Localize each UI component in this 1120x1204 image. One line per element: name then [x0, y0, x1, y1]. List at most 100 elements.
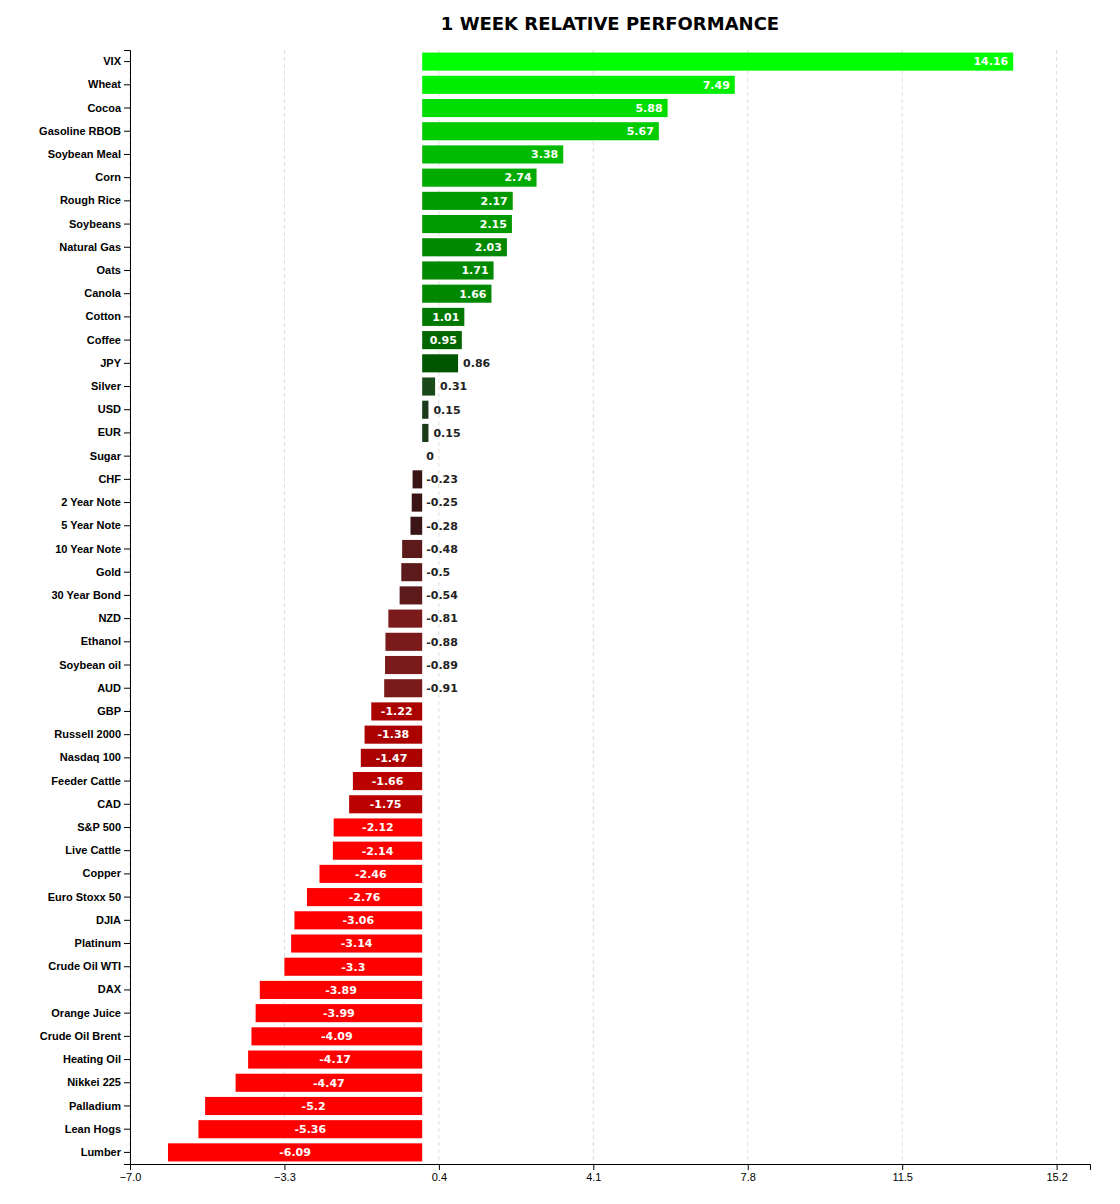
y-tick-mark [124, 363, 130, 364]
data-label: 5.88 [635, 102, 662, 115]
y-tick-label: 5 Year Note [61, 519, 121, 531]
y-tick-label: NZD [98, 612, 121, 624]
y-tick: Euro Stoxx 50 [48, 891, 130, 903]
y-tick-label: 30 Year Bond [52, 589, 122, 601]
grid-line [747, 50, 748, 1164]
y-tick: JPY [100, 357, 130, 369]
x-tick-mark [748, 1164, 749, 1170]
y-tick-label: Canola [84, 287, 122, 299]
y-tick-label: Cotton [86, 310, 122, 322]
data-label: -0.54 [426, 589, 458, 602]
bar [422, 377, 435, 395]
y-tick: Nasdaq 100 [60, 751, 130, 763]
y-tick-mark [124, 154, 130, 155]
y-tick-mark [124, 734, 130, 735]
y-tick-label: Copper [83, 867, 122, 879]
grid-line [593, 50, 594, 1164]
data-label: -0.5 [426, 566, 450, 579]
y-tick-label: DJIA [96, 914, 121, 926]
bar [371, 702, 422, 720]
x-tick-mark [593, 1164, 594, 1170]
data-label: -0.28 [426, 520, 458, 533]
bar [422, 447, 423, 465]
data-label: -0.89 [426, 659, 458, 672]
y-tick-mark [124, 316, 130, 317]
data-labels: 14.167.495.885.673.382.742.172.152.031.7… [279, 55, 1008, 1159]
y-tick-mark [124, 432, 130, 433]
y-tick-mark [124, 665, 130, 666]
y-tick-mark [124, 1013, 130, 1014]
bar [422, 76, 735, 94]
x-tick-label: −7.0 [120, 1171, 142, 1183]
data-label: 14.16 [973, 55, 1008, 68]
y-tick-mark [124, 247, 130, 248]
bar [422, 122, 659, 140]
x-tick: 7.8 [741, 1164, 756, 1183]
y-tick: EUR [98, 426, 130, 438]
data-label: -2.14 [362, 845, 394, 858]
y-tick-mark [124, 1129, 130, 1130]
y-tick-label: Feeder Cattle [51, 775, 121, 787]
data-label: -1.38 [378, 728, 410, 741]
bar [248, 1051, 422, 1069]
y-tick-mark [124, 804, 130, 805]
data-label: -3.3 [341, 961, 365, 974]
y-tick: CAD [97, 798, 130, 810]
bar [385, 656, 422, 674]
y-tick-mark [124, 595, 130, 596]
bar [361, 749, 422, 767]
y-tick: Copper [83, 867, 131, 879]
bar [422, 331, 462, 349]
y-tick-mark [124, 293, 130, 294]
y-tick-mark [124, 224, 130, 225]
y-tick-label: Soybeans [69, 218, 121, 230]
data-label: -2.46 [355, 868, 387, 881]
x-tick: −7.0 [120, 1164, 142, 1183]
y-tick-label: VIX [103, 55, 121, 67]
bar [168, 1143, 422, 1161]
y-tick-mark [124, 61, 130, 62]
y-tick-mark [124, 1082, 130, 1083]
y-tick: Ethanol [81, 635, 130, 647]
bar [205, 1097, 422, 1115]
data-label: -3.99 [323, 1007, 355, 1020]
y-tick-mark [124, 688, 130, 689]
data-label: -5.2 [302, 1100, 326, 1113]
y-tick: Live Cattle [65, 844, 130, 856]
y-tick-mark [124, 1059, 130, 1060]
x-axis-line [131, 1165, 1091, 1171]
y-tick-mark [124, 340, 130, 341]
data-label: 7.49 [703, 79, 730, 92]
y-tick: Gasoline RBOB [39, 125, 130, 137]
bar [422, 354, 458, 372]
data-label: -1.75 [370, 798, 402, 811]
data-label: -2.76 [349, 891, 381, 904]
x-tick: 15.2 [1046, 1164, 1067, 1183]
grid-line [902, 50, 903, 1164]
bar [422, 53, 1013, 71]
bar [422, 424, 428, 442]
y-tick-label: Lumber [81, 1146, 122, 1158]
y-tick: USD [98, 403, 130, 415]
bar [334, 818, 422, 836]
bar [412, 494, 422, 512]
y-tick-label: 10 Year Note [55, 542, 121, 554]
y-tick: Orange Juice [51, 1007, 130, 1019]
grid [130, 50, 1057, 1164]
y-tick: Soybean oil [59, 659, 130, 671]
data-label: -5.36 [294, 1123, 326, 1136]
data-label: 2.74 [504, 171, 531, 184]
data-label: -0.48 [426, 543, 458, 556]
y-tick: Sugar [90, 450, 130, 462]
x-tick-mark [439, 1164, 440, 1170]
bar [422, 145, 563, 163]
y-tick-label: Live Cattle [65, 844, 121, 856]
bars [168, 53, 1013, 1162]
y-tick-label: Soybean oil [59, 659, 121, 671]
y-tick: Silver [91, 380, 130, 392]
x-tick-mark [284, 1164, 285, 1170]
bar [422, 215, 512, 233]
bar [422, 401, 428, 419]
y-tick-label: Euro Stoxx 50 [48, 891, 121, 903]
data-label: -1.47 [376, 752, 408, 765]
